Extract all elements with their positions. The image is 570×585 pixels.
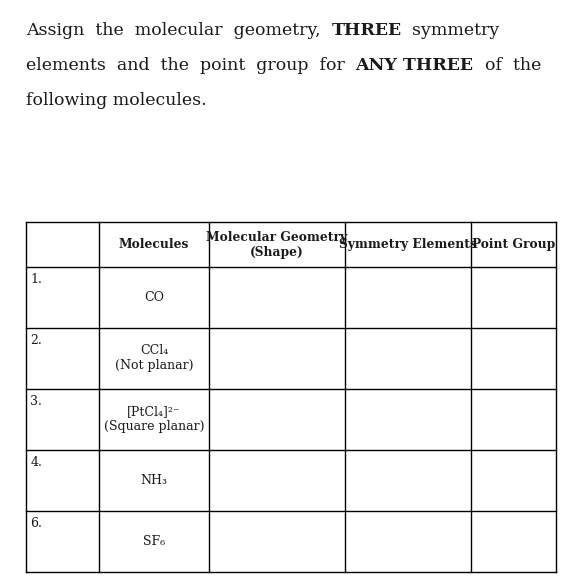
Text: of  the: of the — [474, 57, 541, 74]
Text: 1.: 1. — [30, 273, 42, 285]
Text: NH₃: NH₃ — [140, 474, 168, 487]
Text: 4.: 4. — [30, 456, 42, 469]
Text: 2.: 2. — [30, 333, 42, 347]
Text: Symmetry Elements: Symmetry Elements — [339, 238, 477, 251]
Text: following molecules.: following molecules. — [26, 92, 206, 109]
Text: CCl₄
(Not planar): CCl₄ (Not planar) — [115, 345, 193, 372]
Text: [PtCl₄]²⁻
(Square planar): [PtCl₄]²⁻ (Square planar) — [104, 405, 204, 433]
Text: 6.: 6. — [30, 517, 42, 530]
Text: symmetry: symmetry — [401, 22, 500, 39]
Text: ANY THREE: ANY THREE — [356, 57, 474, 74]
Text: elements  and  the  point  group  for: elements and the point group for — [26, 57, 356, 74]
Text: THREE: THREE — [331, 22, 401, 39]
Text: Molecules: Molecules — [119, 238, 189, 251]
Text: Assign  the  molecular  geometry,: Assign the molecular geometry, — [26, 22, 331, 39]
Text: 3.: 3. — [30, 395, 42, 408]
Text: SF₆: SF₆ — [143, 535, 165, 548]
Text: Point Group: Point Group — [472, 238, 555, 251]
Text: CO: CO — [144, 291, 164, 304]
Text: Molecular Geometry
(Shape): Molecular Geometry (Shape) — [206, 230, 348, 259]
